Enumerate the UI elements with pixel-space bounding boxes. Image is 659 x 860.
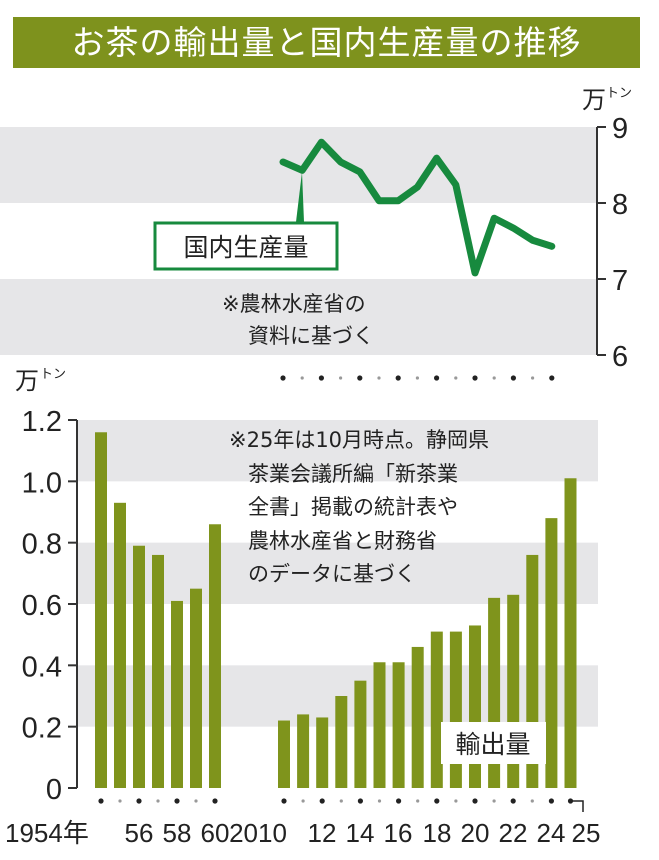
export-bar: [171, 600, 183, 788]
export-bar: [95, 432, 107, 788]
production-source-note-line2: 資料に基づく: [248, 324, 374, 348]
svg-text:全書」掲載の統計表や: 全書」掲載の統計表や: [248, 495, 458, 519]
export-bar: [354, 680, 367, 788]
chart-title: お茶の輸出量と国内生産量の推移: [13, 17, 640, 68]
production-callout-pointer: [296, 172, 304, 222]
export-x-label: 60: [201, 818, 230, 848]
export-bar: [564, 478, 577, 788]
production-label-box: [153, 221, 339, 271]
export-x-label: 58: [163, 818, 192, 848]
export-bar: [430, 631, 443, 788]
export-x-label: 24: [537, 818, 566, 848]
production-unit-small: トン: [606, 86, 632, 101]
export-y-tick: 1.0: [22, 467, 62, 499]
export-x-label: 14: [346, 818, 375, 848]
export-y-axis: 0 0.2 0.4 0.6 0.8 1.0 1.2 万 トン: [15, 367, 78, 806]
export-x-label: 25: [572, 818, 601, 848]
export-x-label: 22: [499, 818, 528, 848]
export-x-dots: [98, 798, 574, 804]
export-bar: [392, 662, 405, 788]
export-bar: [278, 720, 290, 788]
export-bar: [335, 696, 348, 788]
export-x-labels: 1954年 56 58 60 2010 12 14 16 18 20 22 24 25: [5, 818, 600, 848]
export-x-label: 16: [384, 818, 413, 848]
export-bar: [152, 554, 164, 788]
production-unit-label: 万: [582, 86, 606, 114]
export-y-tick: 0.2: [22, 713, 62, 745]
export-bar: [316, 717, 329, 788]
export-y-tick: 0.4: [22, 651, 62, 683]
export-bar: [133, 545, 145, 788]
export-bar: [190, 588, 202, 788]
export-label: 輸出量: [455, 730, 530, 759]
export-x-label: 12: [308, 818, 337, 848]
export-bar: [449, 631, 462, 788]
export-bar: [297, 714, 310, 788]
export-label-box: [441, 722, 546, 764]
svg-text:農林水産省と財務省: 農林水産省と財務省: [248, 529, 437, 553]
production-y-tick: 9: [612, 113, 628, 145]
production-y-tick: 8: [612, 189, 628, 221]
export-bar: [114, 502, 126, 788]
svg-text:※25年は10月時点。静岡県: ※25年は10月時点。静岡県: [229, 428, 489, 452]
production-label: 国内生産量: [183, 233, 308, 262]
export-y-tick: 0.6: [22, 590, 62, 622]
export-unit-label: 万: [15, 367, 39, 395]
export-x-label: 2010: [229, 818, 287, 848]
export-bar: [411, 646, 424, 788]
export-bar: [545, 518, 558, 788]
production-line: [279, 138, 556, 277]
export-y-tick: 1.2: [22, 406, 62, 438]
export-x-label: 56: [125, 818, 154, 848]
export-bar: [209, 524, 221, 788]
export-bar: [373, 662, 386, 788]
production-y-tick: 7: [612, 265, 628, 297]
export-unit-small: トン: [40, 367, 66, 382]
export-x-label: 20: [461, 818, 490, 848]
export-y-tick: 0: [46, 774, 62, 806]
svg-text:茶業会議所編「新茶業: 茶業会議所編「新茶業: [248, 462, 458, 486]
production-y-axis: 9 8 7 6 万 トン: [582, 86, 632, 373]
year-2025-bracket: [571, 800, 584, 812]
production-grid-bands: [0, 127, 597, 355]
export-y-tick: 0.8: [22, 529, 62, 561]
svg-text:のデータに基づく: のデータに基づく: [248, 562, 416, 586]
production-x-dots: [280, 375, 555, 381]
export-source-note: ※25年は10月時点。静岡県 茶業会議所編「新茶業 全書」掲載の統計表や 農林水…: [229, 428, 489, 586]
production-source-note-line1: ※農林水産省の: [222, 292, 366, 316]
production-y-tick: 6: [612, 341, 628, 373]
export-x-label: 18: [423, 818, 452, 848]
export-x-label: 1954年: [5, 818, 89, 848]
